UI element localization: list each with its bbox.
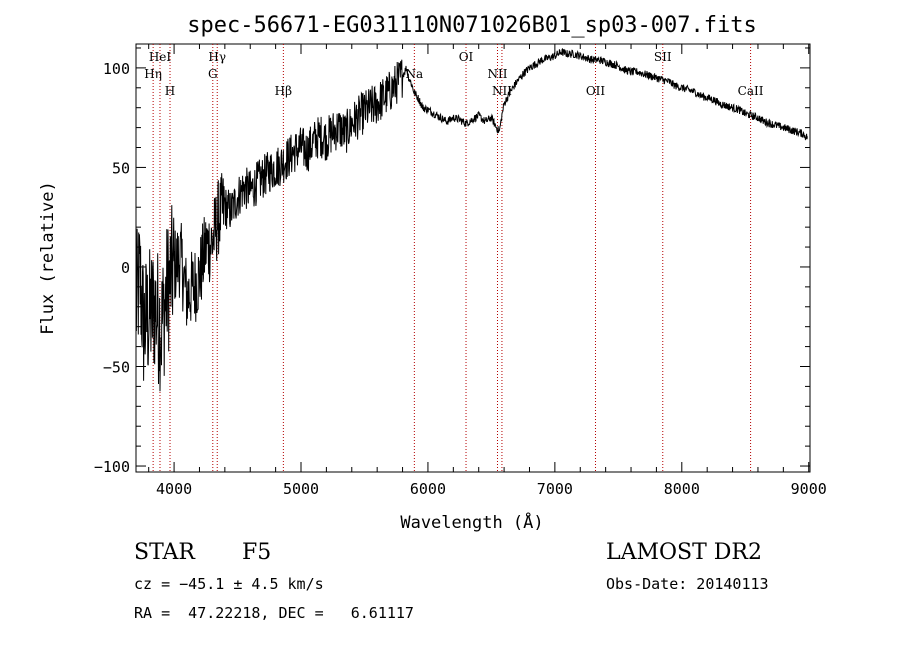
x-axis: 4000 5000 6000 7000 8000 9000: [148, 44, 827, 498]
plot-frame: [135, 43, 811, 473]
line-marker-label: Na: [406, 67, 424, 81]
object-subclass: F5: [242, 540, 272, 565]
line-marker-label: HeI: [149, 50, 172, 64]
y-tick-label: 50: [112, 159, 130, 177]
y-axis: 100 50 0 −50 −100: [94, 47, 810, 476]
line-marker-label: G: [208, 67, 218, 81]
line-marker-label: Hβ: [275, 84, 292, 98]
line-marker-label: NII: [488, 67, 508, 81]
y-axis-label: Flux (relative): [38, 181, 58, 335]
line-marker-label: CaII: [738, 84, 764, 98]
line-marker-label: Hγ: [208, 50, 226, 64]
object-class: STAR: [134, 540, 195, 565]
line-marker-label: OII: [586, 84, 606, 98]
x-tick-label: 9000: [791, 480, 827, 498]
x-tick-label: 6000: [410, 480, 446, 498]
y-tick-label: 0: [121, 259, 130, 277]
line-marker-label: Hη: [144, 67, 162, 81]
spectrum-chart: spec-56671-EG031110N071026B01_sp03-007.f…: [38, 13, 827, 533]
y-tick-label: −50: [103, 358, 130, 376]
line-marker-label: OI: [459, 50, 474, 64]
observation-date: Obs-Date: 20140113: [606, 575, 769, 593]
x-tick-label: 8000: [664, 480, 700, 498]
line-marker-label: NII: [492, 84, 512, 98]
line-marker-label: SII: [654, 50, 672, 64]
spectrum-line: [135, 48, 808, 392]
x-axis-label: Wavelength (Å): [400, 511, 543, 533]
y-tick-label: 100: [103, 60, 130, 78]
coordinates-readout: RA = 47.22218, DEC = 6.61117: [134, 604, 414, 622]
x-tick-label: 5000: [283, 480, 319, 498]
redshift-readout: cz = −45.1 ± 4.5 km/s: [134, 575, 324, 593]
line-marker-label: H: [165, 84, 175, 98]
spectral-line-markers: HeI HηH Hγ G Hβ Na OI NII NII OII SII CaII: [144, 44, 764, 472]
x-tick-label: 7000: [537, 480, 573, 498]
chart-title: spec-56671-EG031110N071026B01_sp03-007.f…: [187, 13, 757, 38]
survey-name: LAMOST DR2: [606, 540, 762, 565]
y-tick-label: −100: [94, 458, 130, 476]
x-tick-label: 4000: [156, 480, 192, 498]
